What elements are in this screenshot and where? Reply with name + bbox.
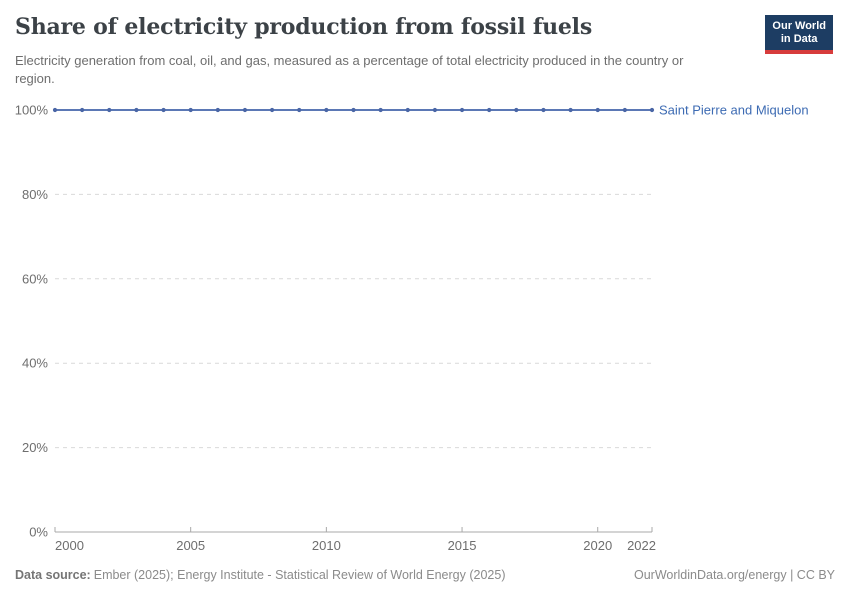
data-point-2018 <box>541 107 546 113</box>
series-saint-pierre-and-miquelon[interactable]: Saint Pierre and Miquelon <box>52 103 809 118</box>
y-tick-label-60: 60% <box>22 271 48 286</box>
data-point-2022 <box>649 107 655 113</box>
data-point-2016 <box>487 107 492 113</box>
owid-logo[interactable]: Our World in Data <box>765 15 833 54</box>
data-point-2000 <box>52 107 58 113</box>
data-point-2008 <box>269 107 275 113</box>
x-tick-label-2022: 2022 <box>627 538 656 553</box>
data-source: Data source: Ember (2025); Energy Institu… <box>15 568 505 582</box>
x-tick-label-2010: 2010 <box>312 538 341 553</box>
x-tick-label-2015: 2015 <box>448 538 477 553</box>
chart-subtitle: Electricity generation from coal, oil, a… <box>15 53 684 86</box>
data-point-2007 <box>242 107 248 113</box>
y-tick-label-40: 40% <box>22 356 48 371</box>
y-tick-label-0: 0% <box>29 525 48 540</box>
chart-footer: Data source: Ember (2025); Energy Institu… <box>15 568 835 582</box>
data-point-2006 <box>215 107 220 113</box>
y-tick-label-20: 20% <box>22 440 48 455</box>
data-source-text[interactable]: Ember (2025); Energy Institute - Statist… <box>93 568 506 582</box>
data-point-2005 <box>188 107 193 113</box>
data-point-2019 <box>568 107 573 113</box>
data-point-2011 <box>351 107 356 113</box>
data-point-2009 <box>297 107 302 113</box>
data-point-2010 <box>324 107 329 113</box>
series-label[interactable]: Saint Pierre and Miquelon <box>659 103 809 118</box>
data-point-2001 <box>80 107 85 113</box>
data-source-label: Data source: <box>15 568 91 582</box>
x-tick-label-2020: 2020 <box>583 538 612 553</box>
footer-license-link[interactable]: OurWorldinData.org/energy | CC BY <box>633 568 835 582</box>
data-point-2017 <box>514 107 519 113</box>
data-point-2020 <box>595 107 600 113</box>
x-tick-label-2005: 2005 <box>176 538 205 553</box>
owid-logo-line1: Our World <box>772 20 826 32</box>
y-tick-label-80: 80% <box>22 187 48 202</box>
data-point-2021 <box>622 107 627 113</box>
y-tick-label-100: 100% <box>15 103 49 118</box>
data-point-2015 <box>459 107 465 113</box>
x-tick-label-2000: 2000 <box>55 538 84 553</box>
data-point-2013 <box>405 107 410 113</box>
data-point-2012 <box>378 107 383 113</box>
data-point-2004 <box>161 107 166 113</box>
data-point-2003 <box>134 107 139 113</box>
data-point-2014 <box>432 107 438 113</box>
page-title: Share of electricity production from fos… <box>15 14 593 40</box>
owid-logo-line2: in Data <box>780 33 818 45</box>
data-point-2002 <box>107 107 112 113</box>
